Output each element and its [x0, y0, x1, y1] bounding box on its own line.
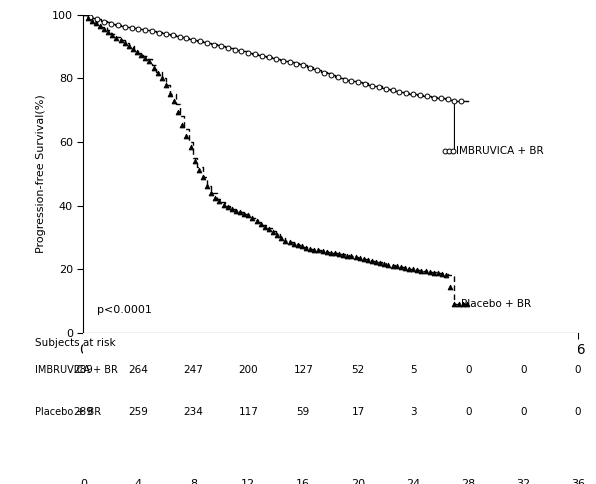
Text: Subjects at risk: Subjects at risk [35, 338, 116, 348]
Text: 0: 0 [465, 365, 471, 375]
Text: 234: 234 [184, 408, 203, 417]
Text: IMBRUVICA + BR: IMBRUVICA + BR [35, 365, 118, 375]
Text: 5: 5 [410, 365, 417, 375]
Text: 117: 117 [238, 408, 258, 417]
Text: Placebo + BR: Placebo + BR [461, 299, 532, 309]
Text: 264: 264 [129, 365, 148, 375]
Text: 289: 289 [73, 365, 94, 375]
Text: 0: 0 [575, 408, 581, 417]
Text: 59: 59 [297, 408, 310, 417]
Text: p<0.0001: p<0.0001 [97, 305, 152, 316]
Text: 0: 0 [520, 365, 526, 375]
Text: 0: 0 [575, 365, 581, 375]
Y-axis label: Progression-free Survival(%): Progression-free Survival(%) [36, 94, 46, 253]
Text: 0: 0 [465, 408, 471, 417]
Text: 0: 0 [520, 408, 526, 417]
Text: 247: 247 [184, 365, 203, 375]
Text: 289: 289 [73, 408, 94, 417]
Text: Placebo + BR: Placebo + BR [35, 408, 101, 417]
Text: 259: 259 [129, 408, 148, 417]
Text: 17: 17 [352, 408, 365, 417]
Text: IMBRUVICA + BR: IMBRUVICA + BR [456, 147, 544, 156]
Text: 52: 52 [352, 365, 365, 375]
Text: 127: 127 [293, 365, 313, 375]
Text: 3: 3 [410, 408, 417, 417]
Text: 200: 200 [238, 365, 258, 375]
